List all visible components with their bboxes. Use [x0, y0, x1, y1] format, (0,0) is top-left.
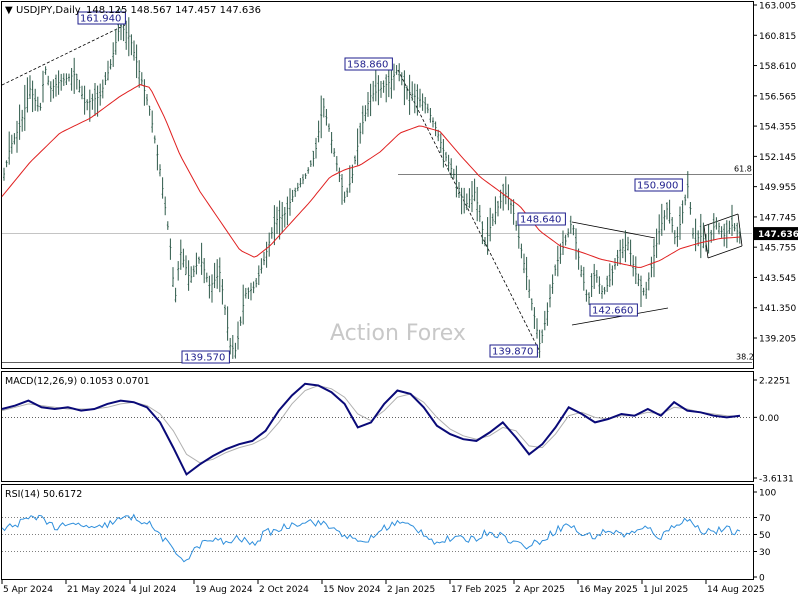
price-axis-label: 139.205 [759, 335, 796, 345]
label-142660: 142.660 [592, 306, 633, 317]
label-high-161940: 161.940 [80, 14, 121, 25]
price-layer: 161.940 158.860 148.640 150.900 142.660 139.5… [1, 8, 754, 364]
time-axis-label: 16 May 2025 [579, 585, 638, 595]
rsi-axis-label: 100 [759, 489, 776, 499]
macd-panel-frame [1, 371, 754, 482]
label-low-139870-box [489, 344, 538, 358]
label-142660-box [589, 303, 638, 317]
price-axis-label: 143.545 [759, 274, 796, 284]
ohlc-bars [3, 8, 741, 359]
price-axis-label: 152.145 [759, 153, 796, 163]
rsi-axis-label: 50 [759, 531, 771, 541]
moving-average-line [1, 84, 741, 268]
price-axis-label: 145.755 [759, 244, 796, 254]
trendline-dashed-1 [1, 24, 126, 86]
label-high-158860-box [344, 57, 393, 71]
fib-618-label: 61.8 [734, 165, 752, 174]
price-axis-label: 149.955 [759, 183, 796, 193]
time-axis-label: 21 May 2024 [67, 585, 126, 595]
time-axis-label: 14 Aug 2025 [707, 585, 765, 595]
rsi-line [1, 513, 741, 563]
macd-layer: 2.2251 0.00 -3.6131 [1, 377, 794, 485]
watermark: Action Forex [330, 321, 466, 346]
rsi-axis-label: 70 [759, 514, 771, 524]
chart-symbol: USDJPY,Daily [16, 5, 81, 16]
time-axis-label: 1 Jul 2025 [643, 585, 688, 595]
price-axis-label: 156.565 [759, 92, 796, 102]
price-axis-label: 154.355 [759, 123, 796, 133]
current-price-box [754, 227, 798, 241]
label-low-139870: 139.870 [492, 347, 533, 358]
time-axis-label: 2 Jan 2025 [387, 585, 435, 595]
label-high-158860: 158.860 [347, 60, 388, 71]
rsi-title: RSI(14) 50.6172 [5, 489, 82, 500]
price-axis-label: 160.815 [759, 32, 796, 42]
price-axis-label: 147.745 [759, 213, 796, 223]
axis-layer: 163.005 160.815 158.610 156.565 154.355 152.1… [1, 2, 799, 595]
macd-main-line [1, 382, 741, 476]
time-axis-label: 17 Feb 2025 [451, 585, 507, 595]
price-axis-label: 141.350 [759, 304, 796, 314]
chart-ohlc: 148.125 148.567 147.457 147.636 [86, 5, 261, 16]
triangle-upper-line [571, 221, 656, 239]
time-axis-label: 2 Oct 2024 [259, 585, 309, 595]
label-high-150900-box [634, 178, 683, 192]
chart-title-arrow: ▼ [5, 5, 13, 16]
time-axis-label: 2 Apr 2025 [515, 585, 565, 595]
fib-382-label: 38.2 [736, 352, 754, 361]
price-axis-label: 158.610 [759, 62, 796, 72]
label-high-150900: 150.900 [637, 181, 678, 192]
price-axis-label: 163.005 [759, 2, 796, 12]
rsi-axis-label: 30 [759, 548, 771, 558]
label-low-139570: 139.570 [184, 353, 225, 364]
rsi-axis-label: 0 [759, 574, 765, 584]
time-axis-label: 5 Apr 2024 [3, 585, 53, 595]
time-axis-label: 4 Jul 2024 [131, 585, 176, 595]
channel-lower-line [707, 245, 743, 259]
label-high-161940-box [77, 11, 126, 25]
macd-title: MACD(12,26,9) 0.1053 0.0701 [5, 376, 150, 387]
time-axis-label: 19 Aug 2024 [195, 585, 253, 595]
current-price-label: 147.636 [758, 230, 799, 240]
label-148640-box [517, 212, 566, 226]
macd-axis-label: -3.6131 [759, 475, 794, 485]
time-axis-label: 15 Nov 2024 [323, 585, 381, 595]
macd-axis-label: 2.2251 [759, 377, 791, 387]
trendline-dashed-2 [397, 69, 541, 353]
rsi-panel-frame [1, 484, 754, 580]
macd-axis-label: 0.00 [759, 414, 779, 424]
label-148640: 148.640 [520, 215, 561, 226]
label-low-139570-box [181, 350, 230, 364]
rsi-layer: 100 70 50 30 0 [1, 489, 776, 584]
